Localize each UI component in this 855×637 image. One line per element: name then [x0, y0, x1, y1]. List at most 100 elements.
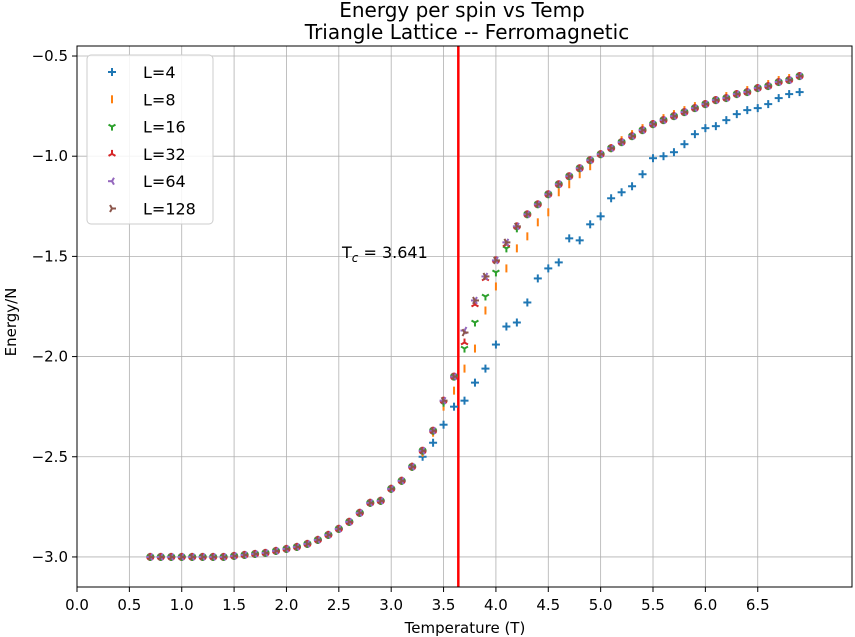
data-point — [252, 549, 260, 558]
data-point — [733, 90, 741, 99]
x-tick-label: 6.0 — [693, 596, 717, 614]
data-point — [639, 126, 647, 135]
y-tick-label: −1.5 — [32, 247, 68, 265]
data-point — [304, 539, 312, 548]
data-point — [440, 396, 448, 405]
annotation-subscript: c — [352, 251, 359, 265]
data-point — [649, 154, 658, 163]
series-5 — [147, 72, 804, 561]
data-point — [472, 296, 479, 305]
data-point — [439, 420, 448, 429]
data-point — [545, 190, 553, 199]
data-point — [178, 552, 186, 561]
legend-label: L=4 — [143, 63, 176, 82]
data-point — [262, 548, 270, 557]
data-point — [680, 140, 689, 149]
data-point — [638, 170, 647, 179]
legend-marker — [109, 204, 116, 213]
series-1 — [149, 72, 801, 561]
data-point — [491, 269, 500, 277]
legend-label: L=16 — [143, 118, 186, 137]
data-point — [671, 112, 678, 121]
chart-subtitle: Triangle Lattice -- Ferromagnetic — [304, 20, 629, 44]
legend-marker — [108, 123, 116, 131]
data-point — [608, 144, 616, 153]
data-point — [786, 76, 794, 85]
data-point — [315, 535, 322, 544]
data-point — [753, 104, 762, 113]
data-point — [774, 94, 783, 103]
x-tick-label: 1.5 — [222, 596, 246, 614]
data-point — [325, 530, 333, 539]
y-axis-ticks: −3.0 −2.5 −2.0 −1.5 −1.0 −0.5 — [32, 47, 77, 566]
data-point — [587, 156, 595, 165]
data-point — [785, 90, 794, 99]
y-axis-label: Energy/N — [2, 288, 20, 357]
y-tick-label: −0.5 — [32, 47, 68, 65]
x-tick-label: 5.5 — [641, 596, 665, 614]
data-point — [356, 508, 364, 517]
x-tick-label: 0.0 — [65, 596, 89, 614]
x-tick-label: 5.0 — [589, 596, 613, 614]
data-point — [566, 172, 574, 181]
data-point — [346, 517, 354, 526]
x-tick-label: 4.0 — [484, 596, 508, 614]
data-point — [629, 132, 637, 141]
data-point — [617, 188, 626, 197]
data-point — [701, 124, 710, 133]
data-point — [283, 544, 291, 553]
data-point — [502, 322, 511, 331]
data-point — [470, 378, 479, 387]
data-point — [628, 182, 637, 191]
x-tick-label: 6.5 — [746, 596, 770, 614]
data-point — [429, 438, 438, 447]
data-points — [146, 72, 804, 561]
data-point — [471, 319, 479, 327]
data-point — [493, 256, 500, 265]
plot-frame — [76, 45, 853, 588]
data-point — [491, 340, 500, 349]
chart-title: Energy per spin vs Temp — [339, 0, 585, 22]
data-point — [618, 138, 626, 147]
data-point — [502, 245, 511, 253]
data-point — [451, 372, 459, 381]
y-tick-label: −1.0 — [32, 147, 68, 165]
legend-marker — [108, 68, 116, 76]
legend-label: L=8 — [143, 90, 176, 109]
data-point — [764, 100, 773, 109]
data-point — [554, 258, 563, 267]
data-point — [460, 396, 469, 405]
data-point — [273, 546, 280, 555]
legend-label: L=32 — [143, 145, 186, 164]
data-point — [533, 274, 542, 283]
data-point — [544, 264, 553, 273]
data-point — [241, 550, 249, 559]
critical-temperature-annotation: Tc = 3.641 — [341, 243, 428, 265]
data-point — [294, 542, 301, 551]
x-tick-label: 4.5 — [536, 596, 560, 614]
legend-marker — [108, 149, 116, 157]
data-point — [388, 484, 396, 493]
x-tick-label: 3.5 — [432, 596, 456, 614]
data-point — [690, 130, 699, 139]
y-tick-label: −2.0 — [32, 348, 68, 366]
data-point — [168, 552, 176, 561]
data-point — [586, 220, 595, 229]
data-point — [681, 108, 689, 117]
data-point — [702, 100, 710, 109]
data-point — [711, 122, 720, 131]
data-point — [796, 72, 804, 81]
data-point — [430, 426, 438, 435]
data-point — [523, 298, 532, 307]
series-2 — [146, 73, 804, 561]
data-point — [669, 148, 678, 157]
data-point — [513, 222, 521, 231]
data-point — [460, 338, 469, 346]
x-tick-label: 0.5 — [117, 596, 141, 614]
data-point — [377, 496, 385, 505]
data-point — [189, 552, 197, 561]
y-tick-label: −3.0 — [32, 548, 68, 566]
data-point — [744, 88, 752, 97]
data-point — [147, 552, 155, 561]
data-point — [524, 210, 532, 219]
